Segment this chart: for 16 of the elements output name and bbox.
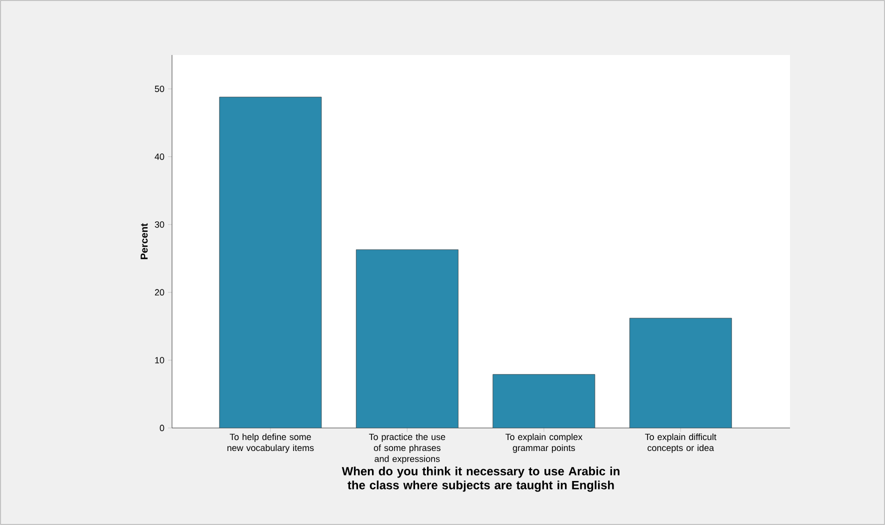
y-tick-label: 10 — [155, 356, 164, 364]
x-tick-label: To help define some new vocabulary items — [227, 434, 314, 453]
x-tick-label: To explain complex grammar points — [505, 434, 582, 453]
x-axis-title: When do you think it necessary to use Arabic in the class where subjects are taught in English — [342, 466, 620, 492]
x-tick-label: To explain difficult concepts or idea — [645, 434, 716, 453]
y-tick-label: 0 — [160, 424, 164, 432]
y-tick-label: 20 — [154, 289, 164, 296]
x-tick-label: To practice the use of some phrases and expressions — [369, 434, 446, 464]
y-tick-label: 50 — [154, 86, 164, 92]
y-tick-label: 30 — [154, 221, 164, 228]
bar — [629, 318, 732, 428]
bar — [356, 249, 458, 428]
y-tick-label: 40 — [154, 154, 164, 160]
bar — [219, 96, 322, 428]
y-axis-title: Percent — [140, 223, 148, 260]
bar — [492, 374, 596, 428]
